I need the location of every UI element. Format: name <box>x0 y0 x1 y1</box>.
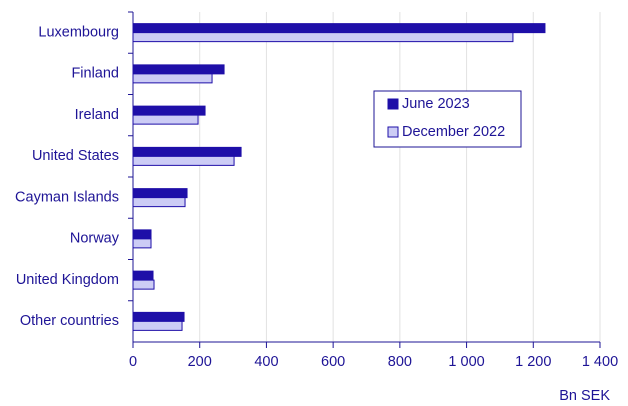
y-tick-label: United Kingdom <box>16 272 119 288</box>
x-tick-label: 600 <box>321 354 345 370</box>
bar <box>132 105 206 116</box>
bar <box>132 155 235 166</box>
legend-swatch <box>387 98 399 110</box>
x-tick-label: 200 <box>188 354 212 370</box>
bar <box>132 229 152 240</box>
bar <box>132 311 185 322</box>
bar <box>132 279 155 290</box>
legend-label: December 2022 <box>402 124 505 140</box>
bar <box>132 64 225 75</box>
bar <box>132 32 514 43</box>
y-tick-label: Norway <box>70 231 120 247</box>
bar <box>132 188 188 199</box>
y-tick-label: Other countries <box>20 313 119 329</box>
bar <box>132 146 242 157</box>
x-tick-label: 400 <box>254 354 278 370</box>
x-tick-label: 0 <box>129 354 137 370</box>
x-tick-label: 1 000 <box>448 354 484 370</box>
bar <box>132 197 186 208</box>
x-axis-label: Bn SEK <box>559 388 610 404</box>
bar <box>132 270 154 281</box>
bar <box>132 73 213 84</box>
x-tick-label: 800 <box>388 354 412 370</box>
y-tick-label: Luxembourg <box>38 24 119 40</box>
y-tick-label: Cayman Islands <box>15 189 119 205</box>
bar <box>132 238 152 249</box>
x-tick-label: 1 400 <box>582 354 618 370</box>
bar <box>132 23 546 34</box>
y-tick-label: Finland <box>71 66 119 82</box>
bar <box>132 320 183 331</box>
x-tick-label: 1 200 <box>515 354 551 370</box>
legend-swatch <box>387 126 399 138</box>
y-tick-label: United States <box>32 148 119 164</box>
bar <box>132 114 199 125</box>
y-tick-label: Ireland <box>75 107 119 123</box>
legend-label: June 2023 <box>402 96 470 112</box>
